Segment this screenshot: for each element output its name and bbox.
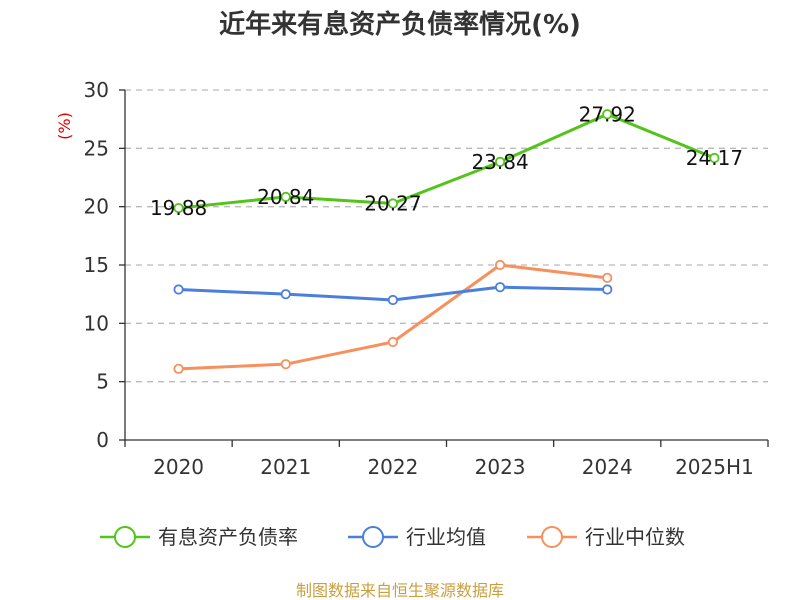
chart-title: 近年来有息资产负债率情况(%) xyxy=(219,9,581,40)
series-line xyxy=(177,263,609,371)
y-tick-label: 10 xyxy=(84,311,109,335)
legend-marker xyxy=(541,526,563,548)
x-tick-label: 2020 xyxy=(153,455,204,479)
legend-marker xyxy=(362,526,384,548)
data-point[interactable] xyxy=(387,336,399,348)
data-point[interactable] xyxy=(173,202,184,214)
data-point[interactable] xyxy=(280,359,291,370)
y-tick-label: 25 xyxy=(84,136,109,160)
legend-label: 有息资产负债率 xyxy=(158,525,298,549)
data-point[interactable] xyxy=(602,284,613,295)
data-label: 24.17 xyxy=(686,146,743,170)
legend-label: 行业中位数 xyxy=(585,525,685,549)
legend-item[interactable]: 行业中位数 xyxy=(527,525,685,549)
series-line xyxy=(177,112,716,210)
x-tick-label: 2024 xyxy=(582,455,633,479)
data-point[interactable] xyxy=(173,284,184,295)
legend-item[interactable]: 有息资产负债率 xyxy=(100,525,298,549)
data-label: 23.84 xyxy=(471,150,528,174)
axes xyxy=(119,89,769,447)
data-labels: 19.88 20.84 20.27 23.84 27.92 24.17 xyxy=(150,102,743,220)
data-point[interactable] xyxy=(387,198,399,209)
data-point[interactable] xyxy=(173,363,184,374)
data-label: 20.27 xyxy=(364,192,421,216)
data-point[interactable] xyxy=(494,259,506,271)
x-tick-label: 2025H1 xyxy=(675,455,754,479)
y-tick-labels: 0 5 10 15 20 25 30 xyxy=(84,78,109,452)
legend-marker xyxy=(114,526,136,548)
x-tick-labels: 2020 2021 2022 2023 2024 2025H1 xyxy=(153,455,754,479)
data-point[interactable] xyxy=(387,294,399,306)
x-tick-label: 2022 xyxy=(367,455,418,479)
data-label: 19.88 xyxy=(150,196,207,220)
y-tick-label: 5 xyxy=(96,370,109,394)
x-tick-label: 2021 xyxy=(260,455,311,479)
data-point[interactable] xyxy=(280,289,291,300)
data-point[interactable] xyxy=(494,282,506,293)
data-point[interactable] xyxy=(709,152,720,164)
series-group xyxy=(173,109,720,374)
y-tick-label: 20 xyxy=(84,195,109,219)
data-point[interactable] xyxy=(280,191,291,202)
data-label: 20.84 xyxy=(257,185,314,209)
gridlines xyxy=(125,89,768,383)
legend[interactable]: 有息资产负债率 行业均值 行业中位数 xyxy=(100,525,685,549)
x-tick-label: 2023 xyxy=(475,455,526,479)
y-tick-label: 0 xyxy=(96,428,109,452)
data-point[interactable] xyxy=(494,156,506,167)
data-point[interactable] xyxy=(602,272,613,283)
legend-item[interactable]: 行业均值 xyxy=(348,525,486,549)
legend-label: 行业均值 xyxy=(406,525,486,549)
data-label: 27.92 xyxy=(579,102,636,126)
y-tick-label: 15 xyxy=(84,253,109,277)
y-axis-unit: (%) xyxy=(55,112,74,140)
source-note: 制图数据来自恒生聚源数据库 xyxy=(296,581,504,600)
data-point[interactable] xyxy=(602,109,613,120)
y-tick-label: 30 xyxy=(84,78,109,102)
